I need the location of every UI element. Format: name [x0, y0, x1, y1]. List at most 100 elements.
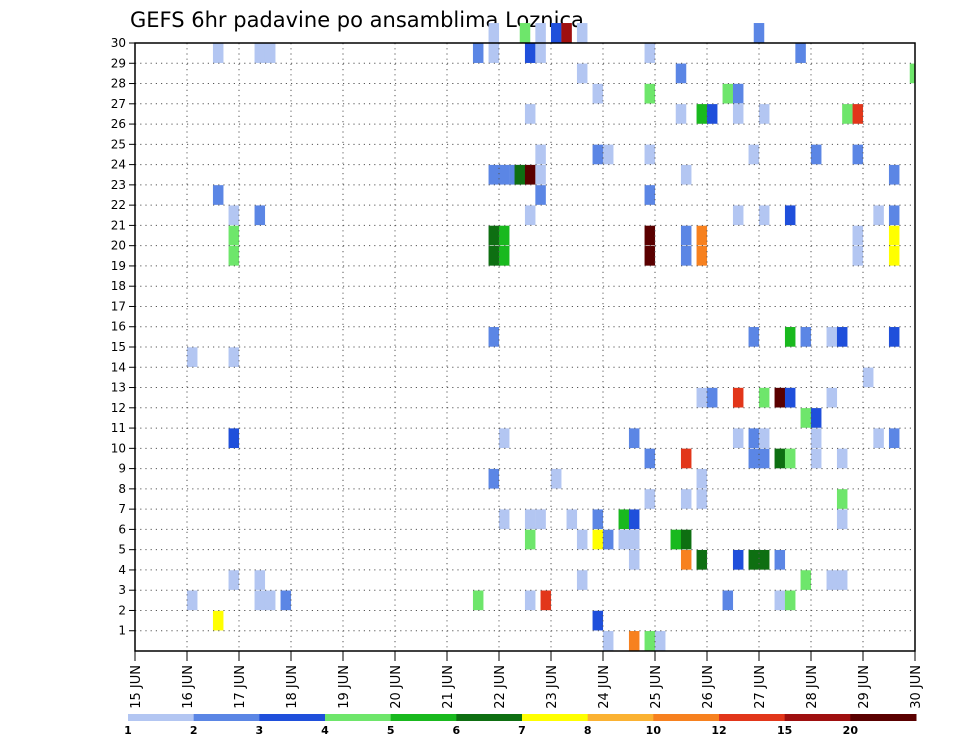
- heatmap-cell: [228, 347, 240, 367]
- heatmap-cell: [784, 327, 796, 347]
- x-tick-label: 20 JUN: [389, 665, 404, 709]
- heatmap-cell: [644, 43, 656, 63]
- heatmap-cell: [800, 570, 812, 590]
- heatmap-cell: [550, 468, 562, 489]
- heatmap-cell: [535, 185, 546, 205]
- heatmap-cell: [228, 570, 240, 590]
- heatmap-cell: [888, 428, 900, 449]
- y-tick-label: 13: [111, 381, 126, 395]
- heatmap-cell: [774, 448, 786, 469]
- heatmap-cell: [592, 610, 604, 631]
- heatmap-cell: [254, 570, 266, 590]
- heatmap-cell: [212, 610, 224, 631]
- y-tick-label: 21: [111, 218, 126, 232]
- heatmap-cell: [842, 104, 853, 124]
- heatmap-cell: [628, 631, 640, 651]
- heatmap-cell: [675, 63, 687, 84]
- heatmap-cell: [696, 245, 708, 266]
- y-tick-label: 15: [111, 340, 126, 354]
- colorbar-label: 20: [843, 724, 859, 737]
- heatmap-cell: [774, 549, 786, 570]
- y-tick-label: 12: [111, 401, 126, 415]
- y-tick-label: 19: [111, 259, 126, 273]
- x-tick-label: 25 JUN: [649, 665, 664, 709]
- heatmap-cell: [888, 245, 900, 266]
- heatmap-cell: [228, 205, 240, 226]
- heatmap-cell: [254, 205, 266, 226]
- heatmap-cell: [498, 509, 510, 530]
- heatmap-cell: [873, 205, 884, 226]
- heatmap-cell: [758, 549, 770, 570]
- heatmap-cell: [836, 327, 848, 347]
- heatmap-cell: [576, 23, 588, 43]
- x-tick-label: 30 JUN: [909, 665, 924, 709]
- heatmap-cell: [540, 590, 552, 611]
- heatmap-cell: [524, 529, 536, 550]
- colorbar-swatch: [193, 714, 260, 721]
- heatmap-cell: [618, 529, 630, 550]
- heatmap-cell: [888, 327, 900, 347]
- x-tick-label: 17 JUN: [233, 665, 248, 709]
- heatmap-cell: [706, 104, 718, 124]
- y-tick-label: 8: [118, 482, 126, 496]
- heatmap-cell: [888, 164, 900, 185]
- y-tick-label: 10: [111, 441, 126, 455]
- heatmap-cell: [732, 104, 744, 124]
- y-tick-label: 7: [118, 502, 126, 516]
- heatmap-cell: [524, 164, 536, 185]
- colorbar-label: 15: [777, 724, 792, 737]
- colorbar-label: 8: [584, 724, 592, 737]
- heatmap-cell: [472, 590, 484, 611]
- heatmap-cell: [524, 205, 536, 226]
- heatmap-cell: [628, 549, 640, 570]
- heatmap-cell: [498, 164, 510, 185]
- y-tick-label: 25: [111, 137, 126, 151]
- heatmap-cell: [498, 245, 510, 266]
- heatmap-cell: [524, 43, 536, 63]
- heatmap-cell: [644, 631, 656, 651]
- x-tick-label: 26 JUN: [701, 665, 716, 709]
- y-tick-label: 17: [111, 299, 126, 313]
- heatmap-cell: [795, 43, 806, 63]
- heatmap-cell: [524, 590, 536, 611]
- y-tick-label: 4: [118, 563, 126, 577]
- colorbar-swatch: [850, 714, 917, 721]
- heatmap-cell: [644, 185, 656, 205]
- heatmap-cell: [852, 225, 864, 246]
- y-tick-label: 9: [118, 462, 126, 476]
- heatmap-cell: [732, 549, 744, 570]
- x-tick-label: 22 JUN: [493, 665, 508, 709]
- heatmap-cell: [758, 428, 770, 449]
- x-axis: 15 JUN 16 JUN 17 JUN 18 JUN 19 JUN 20 JUN 21 J…: [129, 651, 924, 709]
- colorbar-label: 12: [711, 724, 726, 737]
- heatmap-cells: [186, 23, 915, 651]
- y-tick-label: 16: [111, 320, 126, 334]
- heatmap-cell: [758, 448, 770, 469]
- heatmap-cell: [670, 529, 682, 550]
- heatmap-cell: [748, 549, 760, 570]
- heatmap-cell: [602, 144, 614, 165]
- heatmap-cell: [264, 43, 276, 63]
- y-tick-label: 6: [118, 522, 126, 536]
- heatmap-cell: [732, 387, 744, 408]
- grid-lines: [135, 43, 915, 651]
- x-tick-label: 24 JUN: [597, 665, 612, 709]
- heatmap-cell: [644, 144, 656, 165]
- colorbar-label: 4: [321, 724, 329, 737]
- heatmap-cell: [836, 489, 848, 509]
- y-tick-label: 28: [111, 77, 126, 91]
- heatmap-cell: [228, 245, 240, 266]
- heatmap-cell: [472, 43, 484, 63]
- heatmap-cell: [696, 468, 708, 489]
- heatmap-cell: [524, 509, 536, 530]
- y-tick-label: 3: [118, 583, 126, 597]
- heatmap-cell: [800, 408, 812, 428]
- heatmap-cell: [810, 448, 822, 469]
- heatmap-cell: [524, 104, 536, 124]
- heatmap-cell: [514, 164, 526, 185]
- colorbar-swatch: [653, 714, 720, 721]
- heatmap-cell: [228, 428, 240, 449]
- chart-title: GEFS 6hr padavine po ansamblima Loznica: [130, 8, 584, 32]
- heatmap-cell: [592, 83, 604, 104]
- heatmap-cell: [618, 509, 630, 530]
